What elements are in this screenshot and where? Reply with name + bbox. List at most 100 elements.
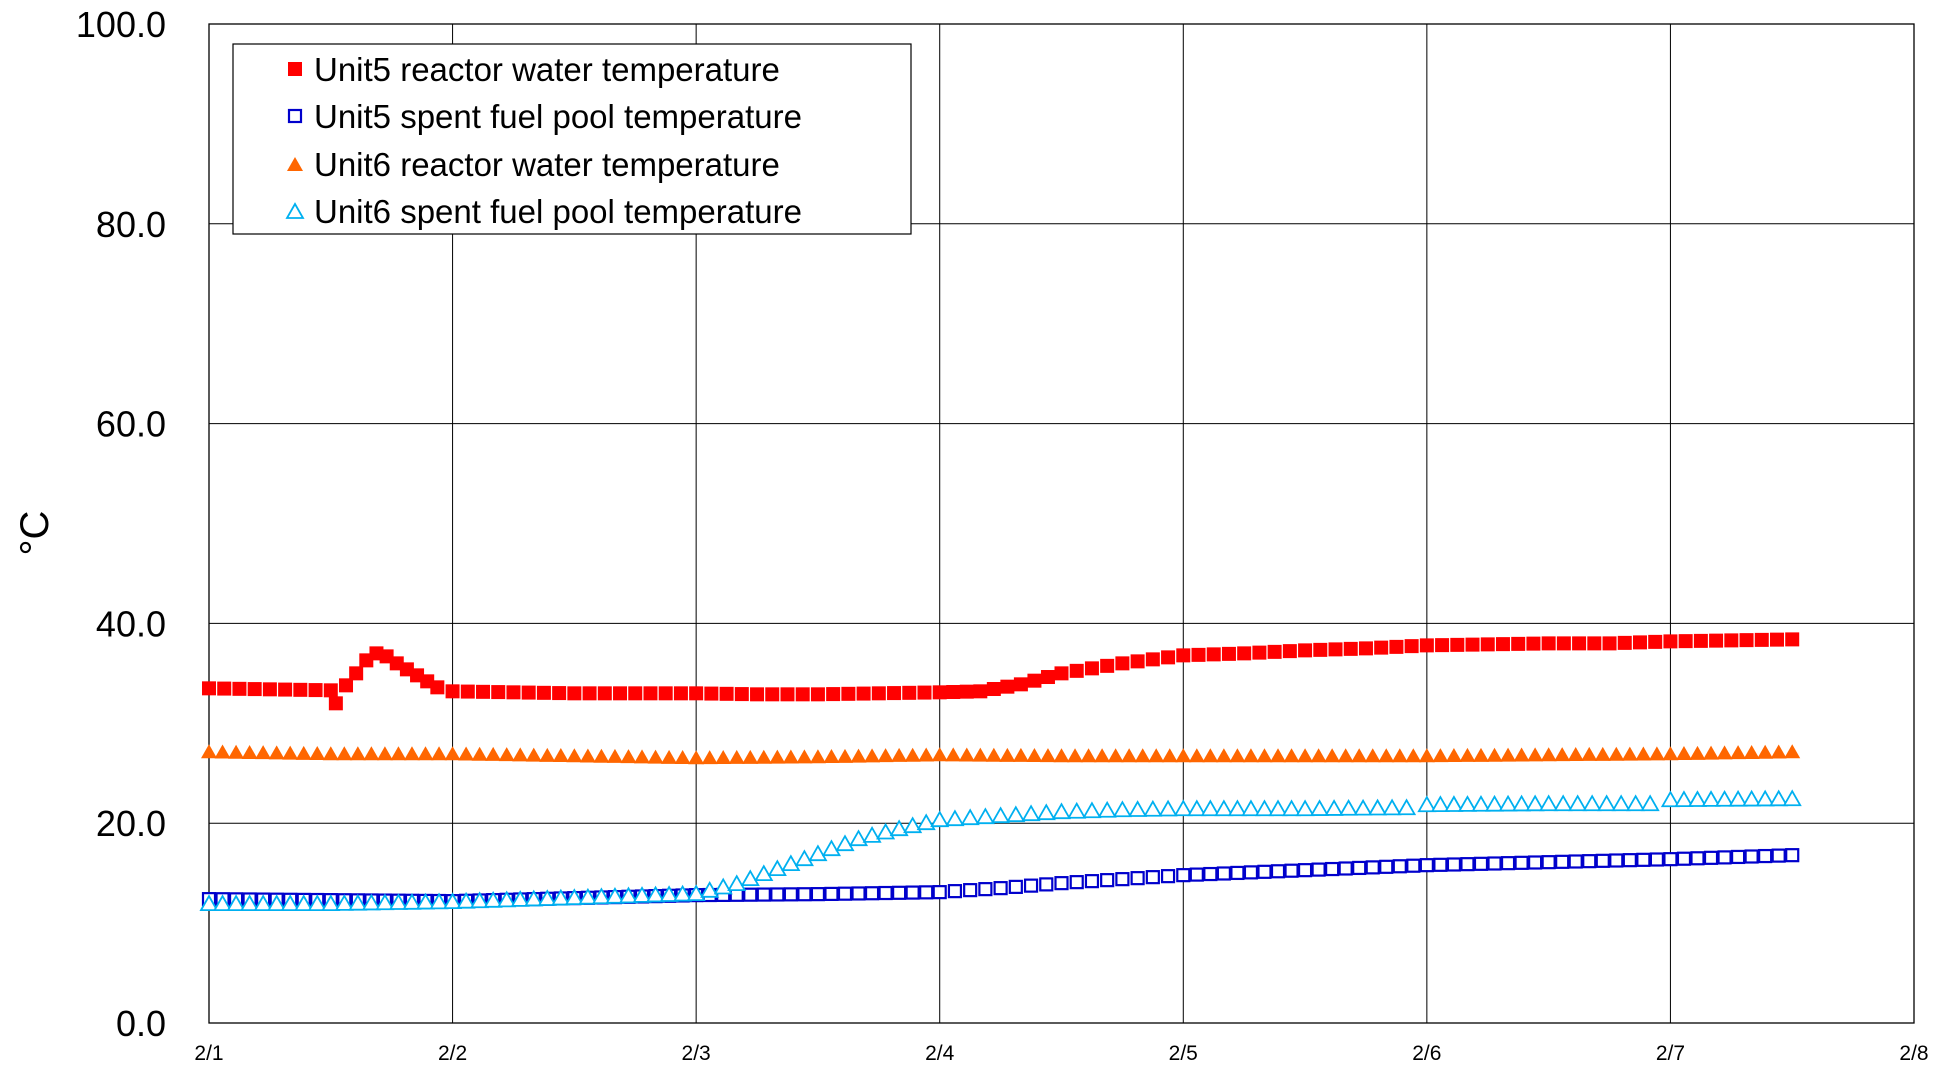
- data-point: [661, 749, 678, 764]
- data-point: [1525, 794, 1545, 812]
- data-point: [835, 834, 855, 852]
- data-point: [673, 884, 693, 902]
- data-point: [1602, 636, 1617, 651]
- data-point: [797, 887, 812, 902]
- data-point: [1539, 794, 1559, 812]
- data-point: [1472, 747, 1489, 762]
- data-point: [700, 880, 720, 898]
- data-point: [963, 883, 978, 898]
- data-point: [1242, 748, 1259, 763]
- legend-label-unit5-pool: Unit5 spent fuel pool temperature: [314, 98, 802, 135]
- data-point: [1769, 632, 1784, 647]
- legend-label-unit5-reactor: Unit5 reactor water temperature: [314, 51, 780, 88]
- data-point: [959, 684, 974, 699]
- data-point: [1084, 661, 1099, 676]
- data-point: [268, 745, 285, 760]
- data-point: [1268, 799, 1288, 817]
- data-point: [1689, 745, 1706, 760]
- data-point: [1495, 637, 1510, 652]
- data-point: [1595, 853, 1610, 868]
- data-point: [1663, 852, 1678, 867]
- data-point: [1339, 798, 1359, 816]
- data-point: [339, 678, 354, 693]
- data-point: [1351, 748, 1368, 763]
- data-point: [1743, 744, 1760, 759]
- data-point: [719, 686, 734, 701]
- data-point: [917, 685, 932, 700]
- data-point: [769, 749, 786, 764]
- legend-marker: [288, 62, 302, 76]
- data-point: [217, 681, 232, 696]
- data-point: [1465, 637, 1480, 652]
- data-point: [1435, 638, 1450, 653]
- data-point: [972, 747, 989, 762]
- data-point: [483, 890, 503, 908]
- data-point: [262, 682, 277, 697]
- data-point: [613, 686, 628, 701]
- data-point: [1067, 801, 1087, 819]
- data-point: [460, 684, 475, 699]
- data-point: [1338, 861, 1353, 876]
- data-point: [1378, 748, 1395, 763]
- y-tick-label: 80.0: [96, 204, 166, 245]
- data-point: [756, 887, 771, 902]
- data-point: [566, 748, 583, 763]
- data-point: [850, 748, 867, 763]
- data-point: [430, 680, 445, 695]
- data-point: [1283, 748, 1300, 763]
- data-point: [255, 745, 272, 760]
- data-point: [1158, 799, 1178, 817]
- data-point: [294, 894, 314, 912]
- data-point: [1082, 801, 1102, 819]
- data-point: [618, 886, 639, 904]
- data-point: [1709, 633, 1724, 648]
- data-point: [591, 887, 611, 905]
- y-tick-label: 20.0: [96, 803, 166, 844]
- data-point: [431, 746, 448, 761]
- data-point: [593, 748, 610, 763]
- legend-marker: [287, 108, 303, 124]
- data-point: [429, 892, 449, 910]
- data-point: [232, 681, 247, 696]
- data-point: [1587, 636, 1602, 651]
- data-point: [754, 864, 774, 882]
- data-point: [1130, 654, 1145, 669]
- data-point: [823, 749, 840, 764]
- data-point: [1115, 656, 1130, 671]
- data-point: [1328, 642, 1343, 657]
- legend-label-unit6-pool: Unit6 spent fuel pool temperature: [314, 193, 802, 230]
- data-point: [877, 748, 894, 763]
- data-point: [1703, 850, 1719, 865]
- data-point: [1160, 869, 1176, 884]
- data-point: [1757, 744, 1774, 759]
- data-point: [552, 748, 569, 763]
- data-point: [887, 686, 902, 701]
- data-point: [808, 844, 828, 862]
- data-point: [647, 749, 664, 764]
- data-point: [1237, 646, 1252, 661]
- data-point: [986, 682, 1001, 697]
- data-point: [597, 686, 612, 701]
- data-point: [470, 891, 490, 909]
- data-point: [781, 854, 801, 872]
- data-point: [1730, 849, 1746, 865]
- data-point: [1771, 848, 1786, 863]
- data-point: [1540, 747, 1557, 762]
- data-point: [567, 686, 582, 701]
- data-point: [1500, 747, 1517, 762]
- data-point: [742, 749, 759, 764]
- data-point: [999, 747, 1016, 762]
- data-point: [1040, 670, 1055, 685]
- data-point: [1379, 859, 1394, 874]
- data-point: [1663, 634, 1678, 649]
- data-point: [323, 683, 338, 698]
- data-point: [978, 882, 993, 897]
- data-point: [1000, 679, 1015, 694]
- data-point: [810, 887, 826, 902]
- series-3: [201, 744, 1801, 765]
- data-point: [1026, 748, 1043, 763]
- data-point: [1267, 644, 1282, 659]
- data-point: [1365, 860, 1380, 875]
